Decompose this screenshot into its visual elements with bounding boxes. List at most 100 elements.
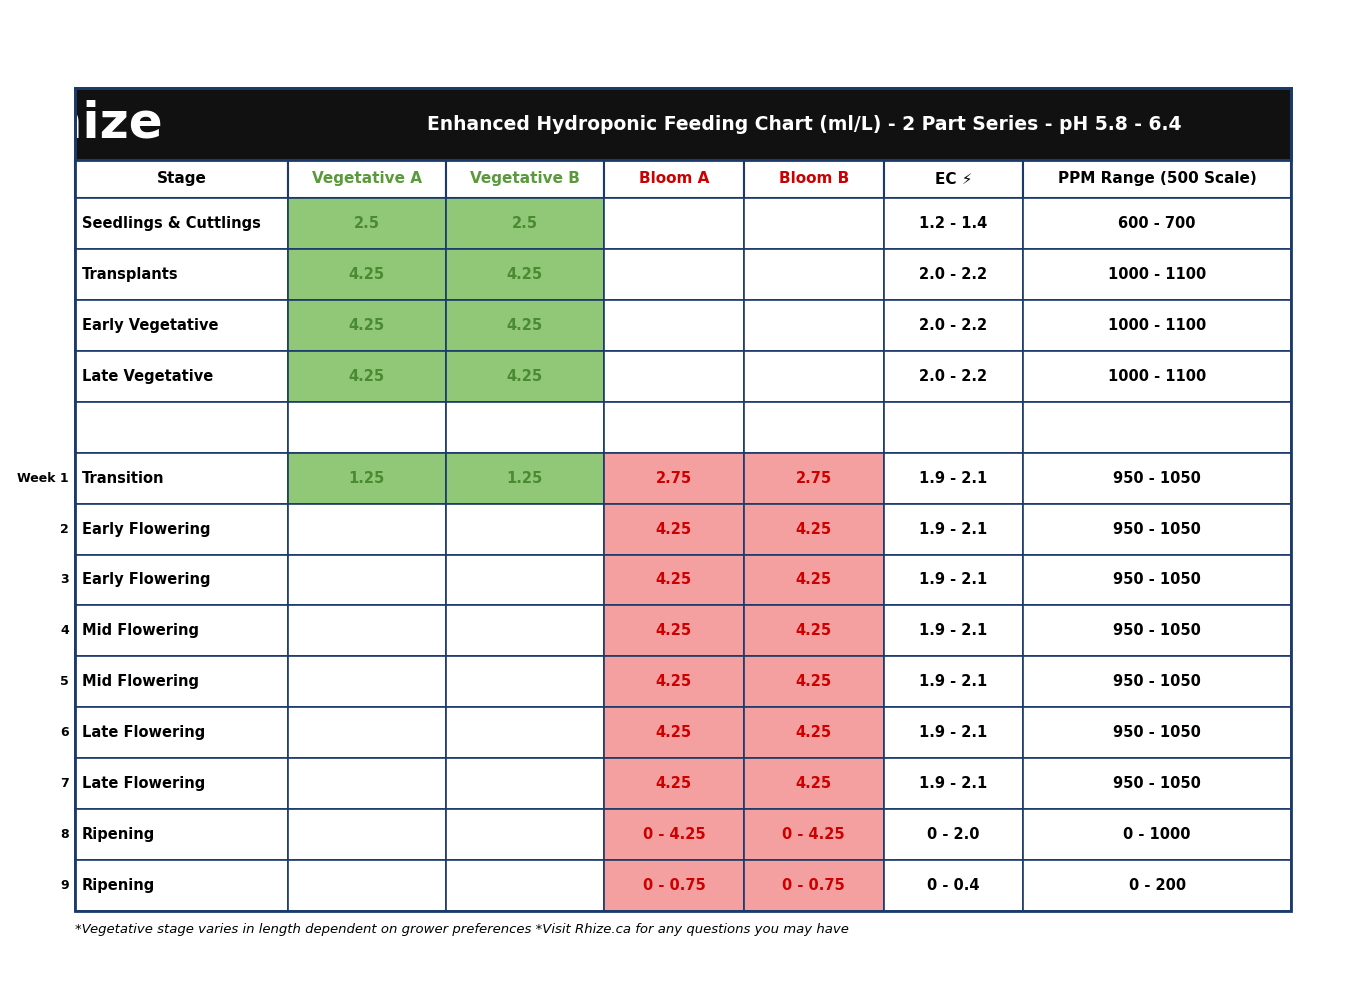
Bar [884,656,1023,707]
Bar [75,160,288,198]
Bar [288,606,445,656]
Bar [884,160,1023,198]
Bar [744,656,884,707]
Bar [288,452,445,504]
Text: 2.0 - 2.2: 2.0 - 2.2 [919,318,988,333]
Text: Bloom B: Bloom B [779,171,848,186]
Text: Late Flowering: Late Flowering [82,725,205,740]
Bar [445,809,604,861]
Text: Early Flowering: Early Flowering [82,522,210,537]
Text: PPM Range (500 Scale): PPM Range (500 Scale) [1057,171,1257,186]
Bar [884,504,1023,555]
Bar [288,861,445,911]
Text: 4.25: 4.25 [348,369,385,383]
Bar [604,861,744,911]
Text: 4.25: 4.25 [656,725,693,740]
Bar [1023,758,1291,809]
Bar [1023,606,1291,656]
Text: 4.25: 4.25 [656,623,693,638]
Bar [445,401,604,452]
Text: 1.9 - 2.1: 1.9 - 2.1 [919,674,988,689]
Text: 950 - 1050: 950 - 1050 [1113,573,1201,588]
Bar [288,656,445,707]
Text: 4: 4 [60,624,70,637]
Text: 600 - 700: 600 - 700 [1119,216,1197,231]
Bar [445,656,604,707]
Text: 1000 - 1100: 1000 - 1100 [1108,369,1206,383]
Bar [288,555,445,606]
Bar [288,249,445,300]
Text: 5: 5 [60,675,70,688]
Text: 0 - 1000: 0 - 1000 [1123,827,1191,842]
Bar [604,555,744,606]
Text: 9: 9 [60,879,70,892]
Bar [744,300,884,351]
Bar [75,707,288,758]
Bar [884,606,1023,656]
Bar [1023,198,1291,249]
Bar [445,249,604,300]
Text: 1.9 - 2.1: 1.9 - 2.1 [919,573,988,588]
Text: EC ⚡: EC ⚡ [934,171,973,186]
Text: 4.25: 4.25 [348,267,385,282]
Text: 6: 6 [60,726,70,739]
Bar [884,758,1023,809]
Text: Week 1: Week 1 [18,472,70,485]
Bar [288,401,445,452]
Text: 2: 2 [60,523,70,536]
Text: 2.75: 2.75 [795,470,832,486]
Text: Vegetative A: Vegetative A [311,171,422,186]
Bar [1023,656,1291,707]
Text: 1.9 - 2.1: 1.9 - 2.1 [919,522,988,537]
Text: 950 - 1050: 950 - 1050 [1113,776,1201,791]
Bar [445,606,604,656]
Bar [604,198,744,249]
Bar [445,300,604,351]
Bar [1023,809,1291,861]
Bar [884,555,1023,606]
Text: 7: 7 [60,777,70,790]
Text: 4.25: 4.25 [507,318,542,333]
Text: 4.25: 4.25 [795,776,832,791]
Text: Ripening: Ripening [82,827,156,842]
Bar [884,707,1023,758]
Bar [1023,300,1291,351]
Bar [288,300,445,351]
Text: Transition: Transition [82,470,164,486]
Bar [604,249,744,300]
Text: Bloom A: Bloom A [639,171,709,186]
Text: 4.25: 4.25 [795,522,832,537]
Bar [288,351,445,401]
Bar [288,758,445,809]
Text: 1000 - 1100: 1000 - 1100 [1108,267,1206,282]
Bar [288,707,445,758]
Text: 1.2 - 1.4: 1.2 - 1.4 [919,216,988,231]
Bar [288,198,445,249]
Bar [75,809,288,861]
Bar [1023,504,1291,555]
Text: 0 - 0.75: 0 - 0.75 [642,878,705,893]
Bar [744,351,884,401]
Bar [884,401,1023,452]
Bar [604,606,744,656]
Bar [75,249,288,300]
Bar [744,401,884,452]
Bar [75,452,288,504]
Text: 0 - 4.25: 0 - 4.25 [783,827,846,842]
Bar [445,758,604,809]
Text: 4.25: 4.25 [656,776,693,791]
Bar [1023,555,1291,606]
Bar [604,300,744,351]
Bar [604,351,744,401]
Bar [1023,452,1291,504]
Bar [445,707,604,758]
Text: 0 - 200: 0 - 200 [1128,878,1186,893]
Text: 4.25: 4.25 [795,725,832,740]
Bar [75,198,288,249]
Bar [744,249,884,300]
Bar [604,656,744,707]
Text: 8: 8 [60,828,70,841]
Text: 1.25: 1.25 [507,470,544,486]
Text: 1.9 - 2.1: 1.9 - 2.1 [919,776,988,791]
Text: 0 - 0.75: 0 - 0.75 [783,878,846,893]
